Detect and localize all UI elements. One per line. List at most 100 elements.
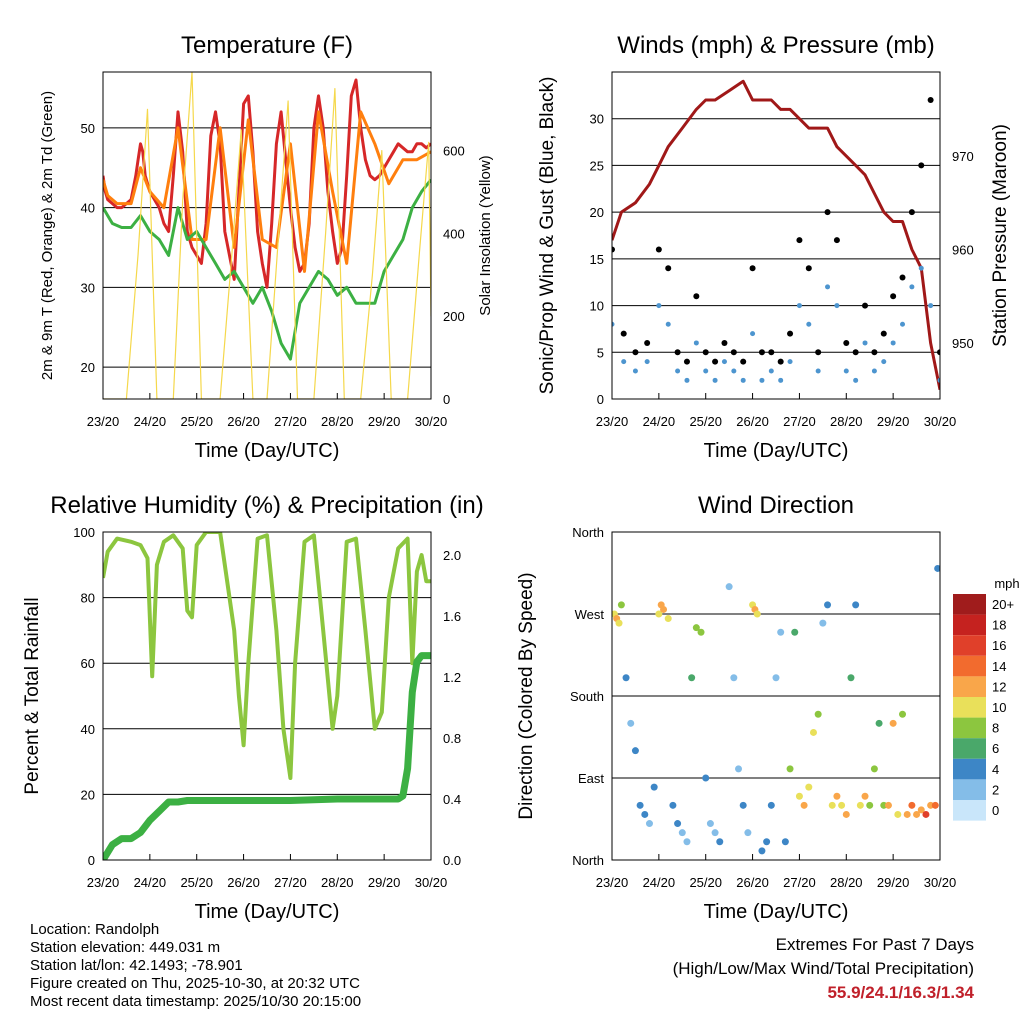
series-point: [712, 358, 719, 365]
direction-point: [772, 674, 780, 682]
direction-point: [669, 801, 677, 809]
y2-tick-label: 0: [443, 392, 450, 407]
x-tick-label: 26/20: [227, 875, 260, 890]
direction-point: [842, 810, 850, 818]
x-tick-label: 29/20: [877, 875, 910, 890]
series-point: [787, 359, 793, 365]
y2-tick-label: 2.0: [443, 548, 461, 563]
y-tick-label: North: [572, 525, 604, 540]
y-axis-label: 2m & 9m T (Red, Orange) & 2m Td (Green): [39, 91, 56, 380]
direction-point: [809, 728, 817, 736]
extremes-subtitle: (High/Low/Max Wind/Total Precipitation): [672, 959, 974, 978]
y2-tick-label: 1.6: [443, 609, 461, 624]
series-point: [674, 349, 681, 356]
series-point: [730, 349, 737, 356]
panel-4: Wind Direction Time (Day/UTC) North East Sou…: [516, 492, 1020, 923]
x-tick-label: 26/20: [227, 414, 260, 429]
colorbar-swatch: [953, 717, 986, 739]
colorbar-label: 12: [992, 679, 1006, 694]
colorbar-swatch: [953, 676, 986, 697]
y2-tick-label: 600: [443, 144, 465, 159]
x-tick-label: 23/20: [87, 414, 120, 429]
y-tick-label: 5: [597, 345, 604, 360]
series-line: [103, 72, 431, 399]
series-point: [759, 377, 765, 383]
direction-point: [819, 619, 827, 627]
panel-2: Winds (mph) & Pressure (mb) Time (Day/UTC…: [537, 32, 1011, 462]
direction-point: [800, 801, 808, 809]
direction-point: [847, 674, 855, 682]
y-tick-label: 60: [81, 656, 95, 671]
direction-point: [828, 801, 836, 809]
direction-point: [622, 674, 630, 682]
series-point: [900, 321, 906, 327]
series-point: [843, 368, 849, 374]
y-axis-label: Percent & Total Rainfall: [22, 597, 43, 794]
direction-point: [650, 783, 658, 791]
series-point: [899, 274, 906, 281]
direction-point: [615, 619, 623, 627]
colorbar-label: 0: [992, 803, 999, 818]
info-recent: Most recent data timestamp: 2025/10/30 2…: [30, 993, 362, 1010]
series-point: [890, 340, 896, 346]
direction-point: [894, 810, 902, 818]
direction-point: [763, 838, 771, 846]
y-tick-label: 15: [590, 252, 604, 267]
direction-point: [636, 801, 644, 809]
direction-point: [735, 765, 743, 773]
series-point: [693, 340, 699, 346]
series-point: [825, 284, 831, 290]
direction-point: [934, 564, 940, 572]
extremes-title: Extremes For Past 7 Days: [775, 935, 974, 954]
direction-point: [711, 829, 719, 837]
x-tick-label: 26/20: [736, 414, 769, 429]
series-point: [721, 359, 727, 365]
y-tick-label: 0: [597, 392, 604, 407]
series-point: [871, 349, 878, 356]
colorbar-swatch: [953, 738, 986, 759]
direction-point: [791, 628, 799, 636]
plot-area: [612, 79, 940, 390]
direction-point: [744, 829, 752, 837]
series-point: [881, 359, 887, 365]
series-point: [740, 377, 746, 383]
colorbar-label: 4: [992, 762, 999, 777]
x-axis-label: Time (Day/UTC): [704, 901, 849, 923]
direction-point: [884, 801, 892, 809]
direction-point: [805, 783, 813, 791]
direction-point: [852, 601, 860, 609]
direction-point: [678, 829, 686, 837]
direction-point: [683, 838, 691, 846]
series-point: [805, 265, 812, 272]
series-line: [103, 110, 431, 273]
y2-tick-label: 970: [952, 149, 974, 164]
chart-title: Relative Humidity (%) & Precipitation (i…: [50, 492, 483, 519]
direction-point: [824, 601, 832, 609]
series-point: [843, 339, 850, 346]
series-point: [777, 358, 784, 365]
direction-point: [786, 765, 794, 773]
series-point: [665, 265, 672, 272]
colorbar-label: 16: [992, 638, 1006, 653]
direction-point: [645, 820, 653, 828]
series-point: [749, 265, 756, 272]
series-point: [824, 209, 831, 216]
x-axis-label: Time (Day/UTC): [195, 901, 340, 923]
direction-point: [692, 624, 700, 632]
series-point: [853, 377, 859, 383]
series-point: [644, 359, 650, 365]
x-tick-label: 23/20: [596, 875, 629, 890]
direction-point: [777, 628, 785, 636]
y-tick-label: 50: [81, 121, 95, 136]
series-point: [909, 284, 915, 290]
direction-point: [870, 765, 878, 773]
x-tick-label: 28/20: [830, 414, 863, 429]
x-tick-label: 27/20: [783, 875, 816, 890]
x-tick-label: 26/20: [736, 875, 769, 890]
direction-point: [856, 801, 864, 809]
direction-point: [730, 674, 738, 682]
x-tick-label: 27/20: [783, 414, 816, 429]
direction-point: [908, 801, 916, 809]
colorbar-swatch: [953, 800, 986, 821]
